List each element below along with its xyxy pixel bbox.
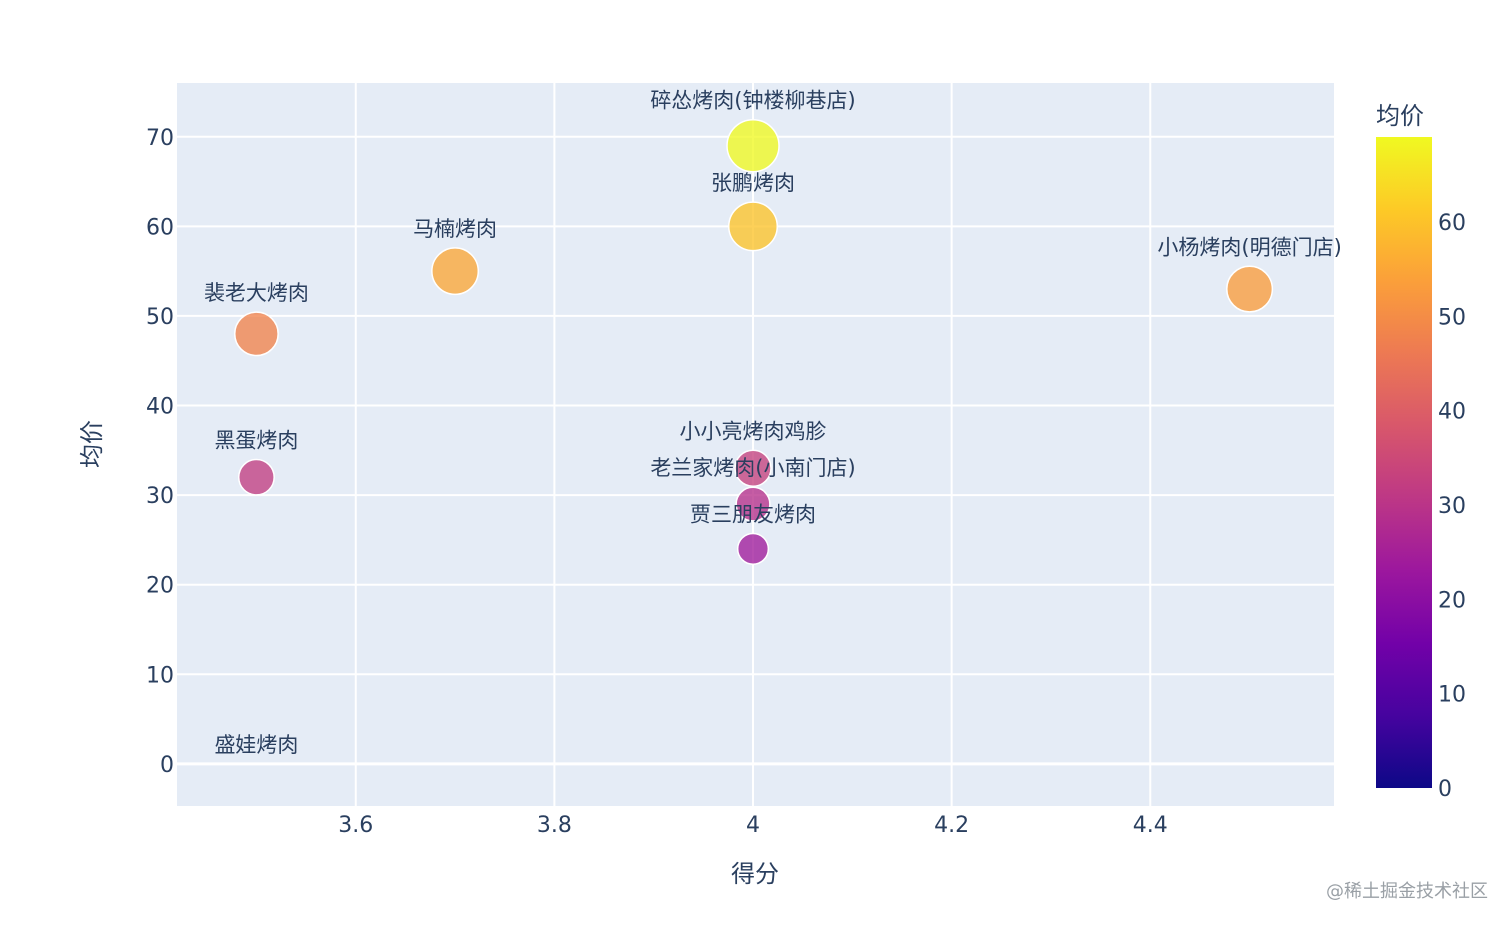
point-label: 小杨烤肉(明德门店) xyxy=(1157,235,1341,259)
colorbar-tick-label: 50 xyxy=(1438,305,1466,330)
x-tick-label: 3.6 xyxy=(338,813,373,838)
colorbar-ticks: 0 10 20 30 40 50 60 xyxy=(1438,211,1466,802)
scatter-point[interactable] xyxy=(726,118,780,173)
x-tick-label: 4 xyxy=(746,813,760,838)
x-tick-label: 4.4 xyxy=(1133,813,1168,838)
scatter-point[interactable] xyxy=(234,311,279,357)
axis-ticks: 3.6 3.8 4 4.2 4.4 0 10 20 30 40 50 60 70 xyxy=(146,126,1168,838)
watermark: @稀土掘金技术社区 xyxy=(1326,881,1488,902)
x-tick-label: 3.8 xyxy=(537,813,572,838)
y-tick-label: 30 xyxy=(146,484,174,509)
y-tick-label: 20 xyxy=(146,574,174,599)
point-label: 贾三朋友烤肉 xyxy=(690,503,816,527)
colorbar xyxy=(1376,137,1432,788)
point-label: 老兰家烤肉(小南门店) xyxy=(650,456,855,480)
point-label: 张鹏烤肉 xyxy=(711,171,795,195)
scatter-point[interactable] xyxy=(1226,265,1274,313)
y-tick-label: 50 xyxy=(146,305,174,330)
y-axis-title: 均价 xyxy=(78,420,106,468)
y-tick-label: 60 xyxy=(146,215,174,240)
point-label: 黑蛋烤肉 xyxy=(214,428,298,452)
scatter-point[interactable] xyxy=(431,247,480,296)
colorbar-tick-label: 30 xyxy=(1438,494,1466,519)
colorbar-tick-label: 0 xyxy=(1438,777,1452,802)
x-tick-label: 4.2 xyxy=(934,813,969,838)
y-tick-label: 0 xyxy=(160,753,174,778)
scatter-point[interactable] xyxy=(728,201,779,252)
point-label: 小小亮烤肉鸡胗 xyxy=(680,419,827,443)
scatter-point[interactable] xyxy=(237,458,275,496)
x-axis-title: 得分 xyxy=(731,860,779,888)
colorbar-tick-label: 10 xyxy=(1438,683,1466,708)
y-tick-label: 40 xyxy=(146,395,174,420)
point-label: 马楠烤肉 xyxy=(413,217,497,241)
colorbar-tick-label: 20 xyxy=(1438,588,1466,613)
data-points xyxy=(234,118,1274,565)
colorbar-title: 均价 xyxy=(1376,102,1424,130)
y-tick-label: 70 xyxy=(146,126,174,151)
y-tick-label: 10 xyxy=(146,663,174,688)
point-label: 盛娃烤肉 xyxy=(214,733,298,757)
scatter-point[interactable] xyxy=(735,486,771,522)
colorbar-tick-label: 60 xyxy=(1438,211,1466,236)
scatter-point[interactable] xyxy=(734,449,772,487)
scatter-point[interactable] xyxy=(736,532,770,565)
point-label: 裴老大烤肉 xyxy=(204,281,309,305)
colorbar-tick-label: 40 xyxy=(1438,400,1466,425)
point-label: 碎怂烤肉(钟楼柳巷店) xyxy=(650,89,855,113)
